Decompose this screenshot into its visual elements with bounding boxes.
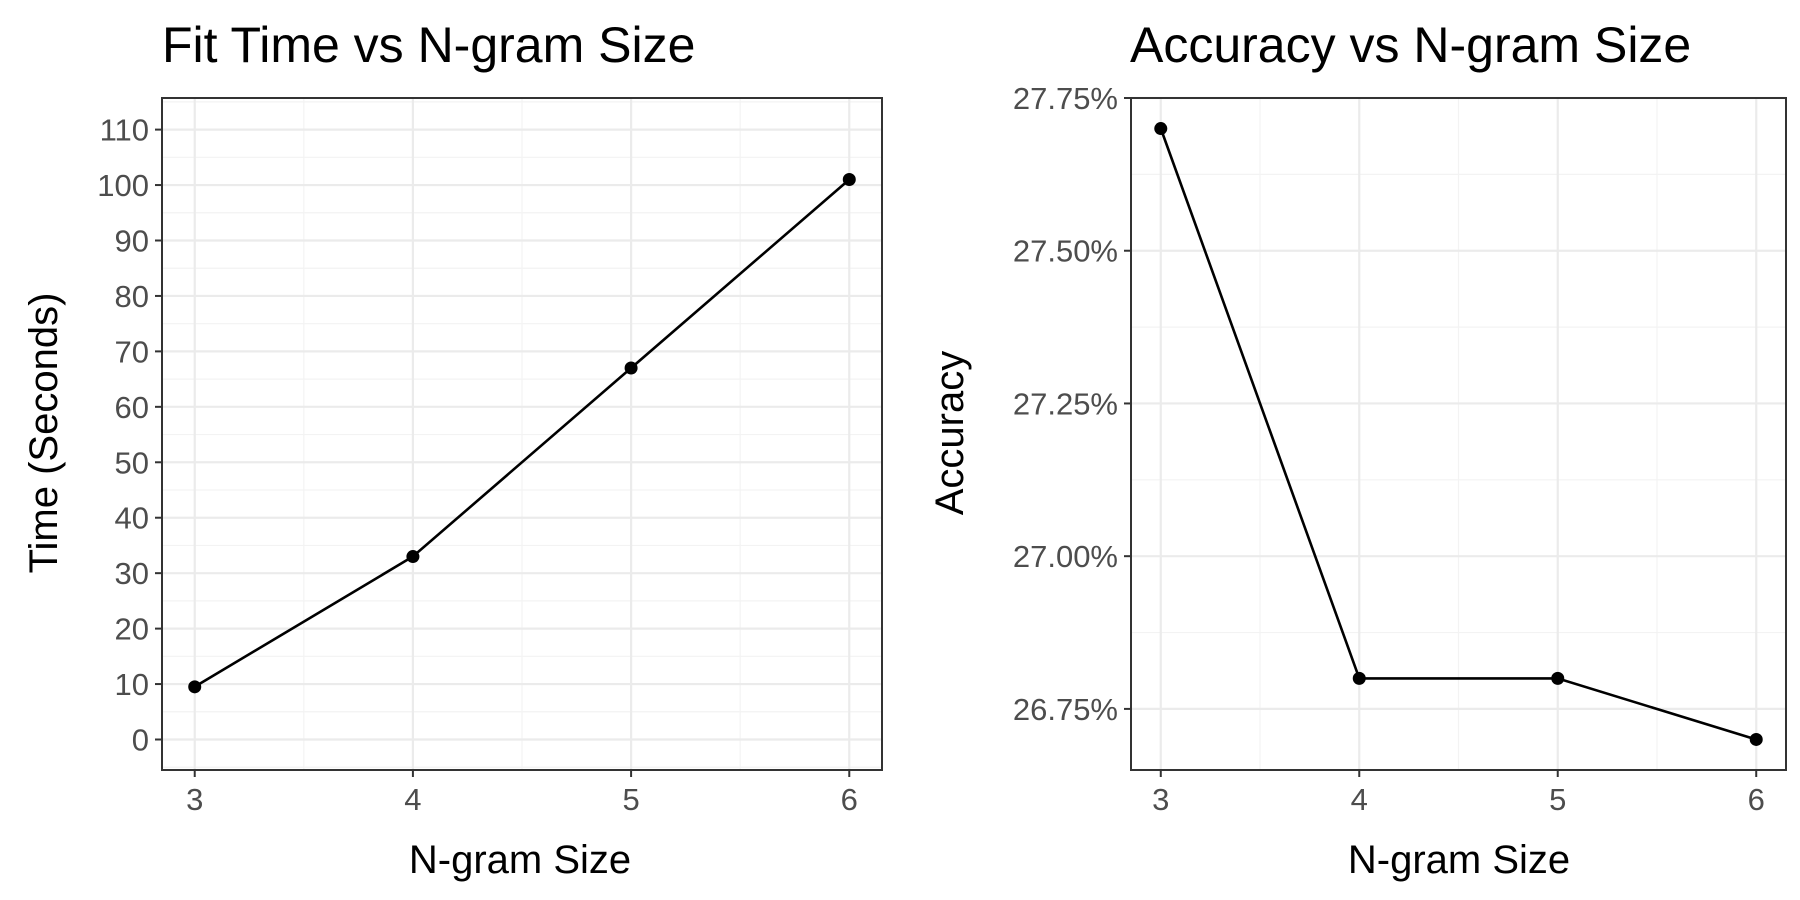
x-tick-label: 6: [1748, 782, 1765, 817]
y-tick-label: 27.50%: [1013, 234, 1118, 269]
data-point: [1551, 671, 1565, 685]
panel-border: [161, 97, 883, 771]
data-point: [406, 550, 420, 564]
y-tick-label: 20: [115, 612, 149, 647]
y-tick-label: 26.75%: [1013, 692, 1118, 727]
chart-title: Accuracy vs N-gram Size: [1130, 17, 1691, 73]
data-point: [1749, 732, 1763, 746]
series-line: [194, 178, 851, 688]
y-tick-label: 80: [115, 279, 149, 314]
y-tick-label: 30: [115, 556, 149, 591]
series-line: [1159, 128, 1757, 741]
y-tick-label: 10: [115, 667, 149, 702]
x-tick-label: 6: [841, 782, 858, 817]
y-tick-label: 60: [115, 390, 149, 425]
y-axis-title: Accuracy: [928, 351, 972, 516]
x-tick-label: 3: [186, 782, 203, 817]
data-point: [624, 361, 638, 375]
y-tick-label: 27.25%: [1013, 386, 1118, 421]
y-tick-label: 27.75%: [1013, 81, 1118, 116]
data-point: [842, 173, 856, 187]
y-tick-label: 100: [97, 168, 149, 203]
y-tick-label: 70: [115, 334, 149, 369]
chart-title: Fit Time vs N-gram Size: [162, 17, 695, 73]
data-point: [188, 680, 202, 694]
x-tick-label: 5: [622, 782, 639, 817]
fit-time-chart: Fit Time vs N-gram Size N-gram Size Time…: [22, 17, 883, 882]
x-tick-label: 5: [1549, 782, 1566, 817]
y-tick-label: 0: [132, 723, 149, 758]
y-axis-title: Time (Seconds): [22, 293, 66, 574]
data-point: [1352, 671, 1366, 685]
x-axis-title: N-gram Size: [409, 838, 631, 882]
accuracy-chart: Accuracy vs N-gram Size N-gram Size Accu…: [928, 17, 1787, 882]
plot-area: 0 10 20 30 40 50 60 70 80 90 100 110 3 4 5 6: [97, 97, 883, 817]
y-tick-label: 40: [115, 501, 149, 536]
y-tick-label: 50: [115, 445, 149, 480]
x-tick-label: 3: [1152, 782, 1169, 817]
y-tick-label: 90: [115, 223, 149, 258]
panel-border: [1130, 97, 1787, 771]
data-point: [1154, 122, 1168, 136]
x-axis-title: N-gram Size: [1348, 838, 1570, 882]
y-tick-label: 110: [100, 113, 149, 148]
x-tick-label: 4: [1351, 782, 1368, 817]
x-tick-label: 4: [404, 782, 421, 817]
y-tick-label: 27.00%: [1013, 539, 1118, 574]
plot-area: 26.75% 27.00% 27.25% 27.50% 27.75% 3 4 5 6: [1013, 81, 1787, 817]
